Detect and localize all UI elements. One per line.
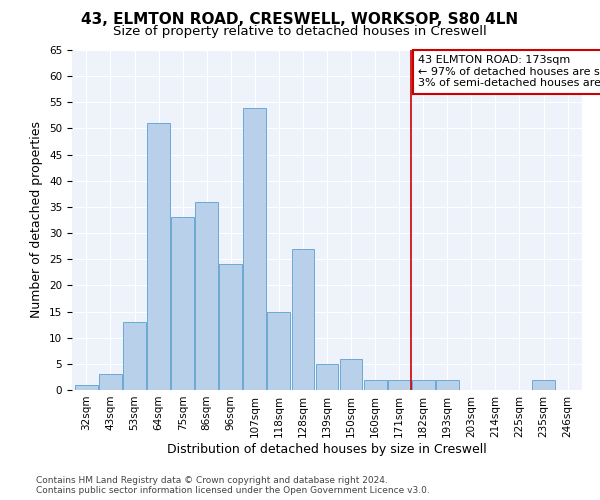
Bar xyxy=(532,380,555,390)
Bar xyxy=(195,202,218,390)
Bar xyxy=(292,249,314,390)
Bar xyxy=(99,374,122,390)
Bar xyxy=(171,218,194,390)
Bar xyxy=(316,364,338,390)
Bar xyxy=(268,312,290,390)
Bar xyxy=(123,322,146,390)
Text: Contains HM Land Registry data © Crown copyright and database right 2024.
Contai: Contains HM Land Registry data © Crown c… xyxy=(36,476,430,495)
Bar xyxy=(220,264,242,390)
Text: 43, ELMTON ROAD, CRESWELL, WORKSOP, S80 4LN: 43, ELMTON ROAD, CRESWELL, WORKSOP, S80 … xyxy=(82,12,518,28)
Bar xyxy=(75,385,98,390)
Bar xyxy=(147,123,170,390)
Bar xyxy=(412,380,434,390)
Y-axis label: Number of detached properties: Number of detached properties xyxy=(31,122,43,318)
Bar xyxy=(436,380,459,390)
Bar xyxy=(364,380,386,390)
Text: Size of property relative to detached houses in Creswell: Size of property relative to detached ho… xyxy=(113,25,487,38)
X-axis label: Distribution of detached houses by size in Creswell: Distribution of detached houses by size … xyxy=(167,442,487,456)
Text: 43 ELMTON ROAD: 173sqm
← 97% of detached houses are smaller (270)
3% of semi-det: 43 ELMTON ROAD: 173sqm ← 97% of detached… xyxy=(418,55,600,88)
Bar xyxy=(388,380,410,390)
Bar xyxy=(340,358,362,390)
Bar xyxy=(244,108,266,390)
